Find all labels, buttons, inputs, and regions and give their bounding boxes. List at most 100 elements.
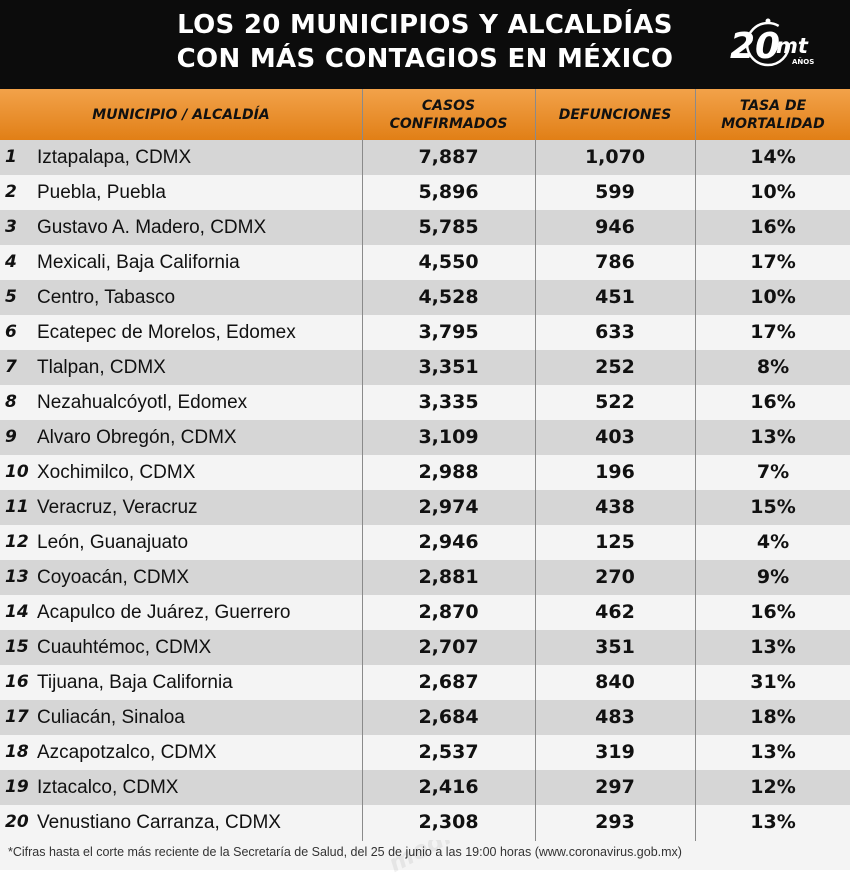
tasa-cell: 13%	[750, 636, 796, 658]
rank-cell: 1	[5, 147, 17, 167]
casos-cell: 2,537	[418, 741, 479, 763]
rank-cell: 3	[5, 217, 17, 237]
rank-cell: 16	[5, 672, 29, 692]
tasa-cell: 4%	[756, 531, 790, 553]
tasa-cell: 10%	[750, 286, 796, 308]
table-row: 10 Xochimilco, CDMX 2,988 196 7%	[0, 455, 850, 490]
defunciones-cell: 293	[595, 811, 635, 833]
tasa-cell: 17%	[750, 251, 796, 273]
tasa-cell: 31%	[750, 671, 796, 693]
defunciones-cell: 252	[595, 356, 635, 378]
casos-cell: 2,870	[418, 601, 479, 623]
rank-cell: 10	[5, 462, 29, 482]
table-row: 2 Puebla, Puebla 5,896 599 10%	[0, 175, 850, 210]
mediotiempo-20-anos-logo: 20 mt AÑOS	[730, 18, 814, 67]
table-body: 1 Iztapalapa, CDMX 7,887 1,070 14% 2 Puebla, P…	[0, 140, 850, 840]
column-divider	[695, 89, 696, 841]
casos-cell: 3,335	[418, 391, 479, 413]
tasa-cell: 12%	[750, 776, 796, 798]
rank-cell: 5	[5, 287, 17, 307]
table-row: 16 Tijuana, Baja California 2,687 840 31%	[0, 665, 850, 700]
table-row: 1 Iztapalapa, CDMX 7,887 1,070 14%	[0, 140, 850, 175]
table-row: 17 Culiacán, Sinaloa 2,684 483 18%	[0, 700, 850, 735]
municipio-cell: León, Guanajuato	[37, 532, 189, 553]
header-tasa-line2: MORTALIDAD	[721, 115, 825, 132]
casos-cell: 7,887	[418, 146, 479, 168]
table-row: 19 Iztacalco, CDMX 2,416 297 12%	[0, 770, 850, 805]
casos-cell: 5,785	[418, 216, 479, 238]
rank-cell: 19	[5, 777, 29, 797]
rank-cell: 4	[5, 252, 17, 272]
table-row: 11 Veracruz, Veracruz 2,974 438 15%	[0, 490, 850, 525]
defunciones-cell: 125	[595, 531, 635, 553]
casos-cell: 2,881	[418, 566, 479, 588]
municipio-cell: Ecatepec de Morelos, Edomex	[37, 322, 296, 343]
table-row: 13 Coyoacán, CDMX 2,881 270 9%	[0, 560, 850, 595]
defunciones-cell: 438	[595, 496, 635, 518]
rank-cell: 9	[5, 427, 17, 447]
page-title: LOS 20 MUNICIPIOS Y ALCALDÍAS CON MÁS CO…	[150, 8, 700, 76]
casos-cell: 2,707	[418, 636, 479, 658]
table-header: MUNICIPIO / ALCALDÍA CASOS CONFIRMADOS D…	[0, 89, 850, 140]
title-line-1: LOS 20 MUNICIPIOS Y ALCALDÍAS	[177, 10, 673, 40]
tasa-cell: 13%	[750, 741, 796, 763]
casos-cell: 2,684	[418, 706, 479, 728]
logo-dot	[765, 18, 771, 24]
casos-cell: 3,795	[418, 321, 479, 343]
casos-cell: 2,974	[418, 496, 479, 518]
rank-cell: 15	[5, 637, 29, 657]
header-municipio: MUNICIPIO / ALCALDÍA	[92, 106, 270, 123]
casos-cell: 2,687	[418, 671, 479, 693]
defunciones-cell: 483	[595, 706, 635, 728]
table-row: 9 Alvaro Obregón, CDMX 3,109 403 13%	[0, 420, 850, 455]
table-row: 3 Gustavo A. Madero, CDMX 5,785 946 16%	[0, 210, 850, 245]
defunciones-cell: 522	[595, 391, 635, 413]
tasa-cell: 14%	[750, 146, 796, 168]
municipio-cell: Alvaro Obregón, CDMX	[37, 427, 237, 448]
tasa-cell: 18%	[750, 706, 796, 728]
header-casos: CASOS CONFIRMADOS	[363, 89, 534, 140]
municipio-cell: Gustavo A. Madero, CDMX	[37, 217, 267, 238]
table-row: 20 Venustiano Carranza, CDMX 2,308 293 13%	[0, 805, 850, 840]
municipio-cell: Tijuana, Baja California	[37, 672, 233, 693]
casos-cell: 4,550	[418, 251, 479, 273]
rank-cell: 18	[5, 742, 29, 762]
casos-cell: 2,308	[418, 811, 479, 833]
municipio-cell: Xochimilco, CDMX	[37, 462, 196, 483]
defunciones-cell: 786	[595, 251, 635, 273]
column-divider	[535, 89, 536, 841]
defunciones-cell: 599	[595, 181, 635, 203]
municipio-cell: Veracruz, Veracruz	[37, 497, 198, 518]
rank-cell: 2	[5, 182, 17, 202]
municipio-cell: Tlalpan, CDMX	[37, 357, 166, 378]
table-row: 5 Centro, Tabasco 4,528 451 10%	[0, 280, 850, 315]
municipio-cell: Acapulco de Juárez, Guerrero	[37, 602, 291, 623]
defunciones-cell: 351	[595, 636, 635, 658]
header-casos-line1: CASOS	[421, 97, 476, 114]
rank-cell: 12	[5, 532, 29, 552]
column-divider	[362, 89, 363, 841]
table-row: 7 Tlalpan, CDMX 3,351 252 8%	[0, 350, 850, 385]
casos-cell: 2,988	[418, 461, 479, 483]
tasa-cell: 15%	[750, 496, 796, 518]
casos-cell: 4,528	[418, 286, 479, 308]
title-bar: LOS 20 MUNICIPIOS Y ALCALDÍAS CON MÁS CO…	[0, 0, 850, 89]
rank-cell: 6	[5, 322, 17, 342]
header-casos-line2: CONFIRMADOS	[389, 115, 508, 132]
rank-cell: 17	[5, 707, 29, 727]
municipio-cell: Coyoacán, CDMX	[37, 567, 190, 588]
defunciones-cell: 451	[595, 286, 635, 308]
defunciones-cell: 270	[595, 566, 635, 588]
municipio-cell: Iztacalco, CDMX	[37, 777, 179, 798]
municipio-cell: Mexicali, Baja California	[37, 252, 240, 273]
tasa-cell: 7%	[756, 461, 790, 483]
table-row: 8 Nezahualcóyotl, Edomex 3,335 522 16%	[0, 385, 850, 420]
tasa-cell: 17%	[750, 321, 796, 343]
defunciones-cell: 319	[595, 741, 635, 763]
defunciones-cell: 403	[595, 426, 635, 448]
data-table: MUNICIPIO / ALCALDÍA CASOS CONFIRMADOS D…	[0, 89, 850, 840]
casos-cell: 5,896	[418, 181, 479, 203]
casos-cell: 2,416	[418, 776, 479, 798]
municipio-cell: Culiacán, Sinaloa	[37, 707, 185, 728]
